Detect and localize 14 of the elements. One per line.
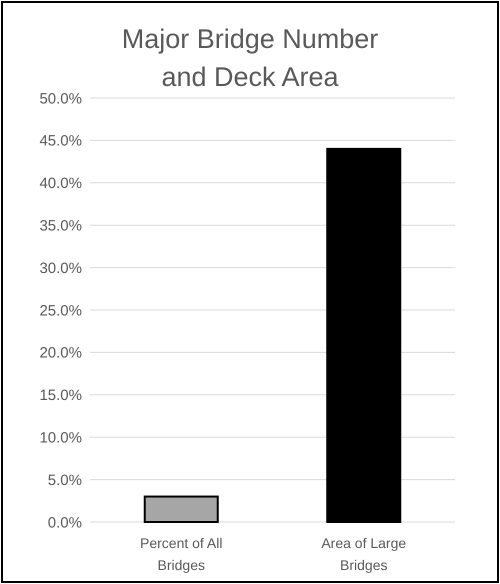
- y-tick-label: 45.0%: [39, 132, 82, 150]
- x-tick-label: Percent of All Bridges: [140, 535, 222, 573]
- x-tick-label: Area of Large Bridges: [321, 535, 406, 573]
- y-tick-label: 35.0%: [39, 217, 82, 234]
- chart-title: Major Bridge Number and Deck Area: [122, 24, 378, 92]
- y-tick-label: 30.0%: [39, 260, 82, 277]
- y-tick-label: 0.0%: [48, 514, 82, 532]
- y-tick-label: 10.0%: [39, 429, 82, 446]
- y-tick-label: 15.0%: [39, 387, 82, 404]
- y-tick-label: 25.0%: [39, 302, 82, 320]
- y-tick-label: 20.0%: [39, 344, 82, 362]
- y-tick-label: 40.0%: [39, 175, 82, 192]
- y-tick-label: 5.0%: [48, 472, 82, 489]
- y-tick-label: 50.0%: [39, 90, 82, 108]
